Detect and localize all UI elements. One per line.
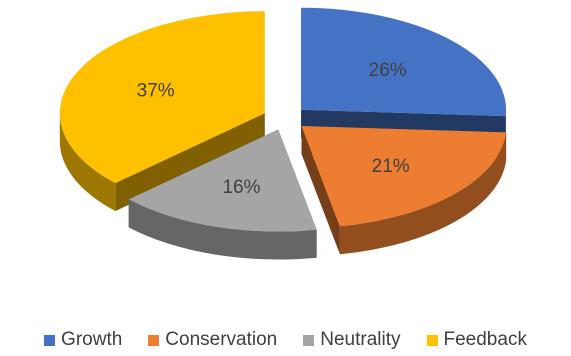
legend-item-neutrality[interactable]: Neutrality xyxy=(303,329,401,351)
pie-slice-edge xyxy=(59,113,116,212)
pie-slice-conservation[interactable] xyxy=(301,126,507,255)
legend-label-growth: Growth xyxy=(61,329,123,350)
legend: Growth Conservation Neutrality Feedback xyxy=(0,326,571,354)
data-label-feedback: 37% xyxy=(137,81,175,102)
legend-swatch-neutrality xyxy=(303,334,315,346)
data-label-conservation: 21% xyxy=(372,156,410,177)
data-label-neutrality: 16% xyxy=(222,177,260,198)
pie-slice-top xyxy=(59,11,265,184)
legend-swatch-conservation xyxy=(148,334,160,346)
legend-item-growth[interactable]: Growth xyxy=(44,329,122,351)
pie-slice-top xyxy=(128,129,317,232)
pie-slice-edge xyxy=(128,199,317,260)
pie-slice-top xyxy=(301,126,507,227)
pie-slice-edge xyxy=(339,132,507,255)
legend-item-feedback[interactable]: Feedback xyxy=(426,329,527,351)
legend-label-feedback: Feedback xyxy=(443,329,527,350)
legend-label-conservation: Conservation xyxy=(165,329,278,350)
pie-slice-wall xyxy=(115,113,265,212)
pie-slice-neutrality[interactable] xyxy=(128,129,317,260)
data-label-growth: 26% xyxy=(369,60,407,81)
legend-item-conservation[interactable]: Conservation xyxy=(148,329,277,351)
pie-slice-top xyxy=(301,7,507,117)
legend-swatch-feedback xyxy=(426,334,438,346)
pie-slice-feedback[interactable] xyxy=(59,11,265,212)
legend-label-neutrality: Neutrality xyxy=(320,329,401,350)
pie-chart: 26% 21% 16% 37% xyxy=(59,7,507,260)
legend-swatch-growth xyxy=(44,334,56,346)
pie-slice-wall xyxy=(301,126,340,255)
